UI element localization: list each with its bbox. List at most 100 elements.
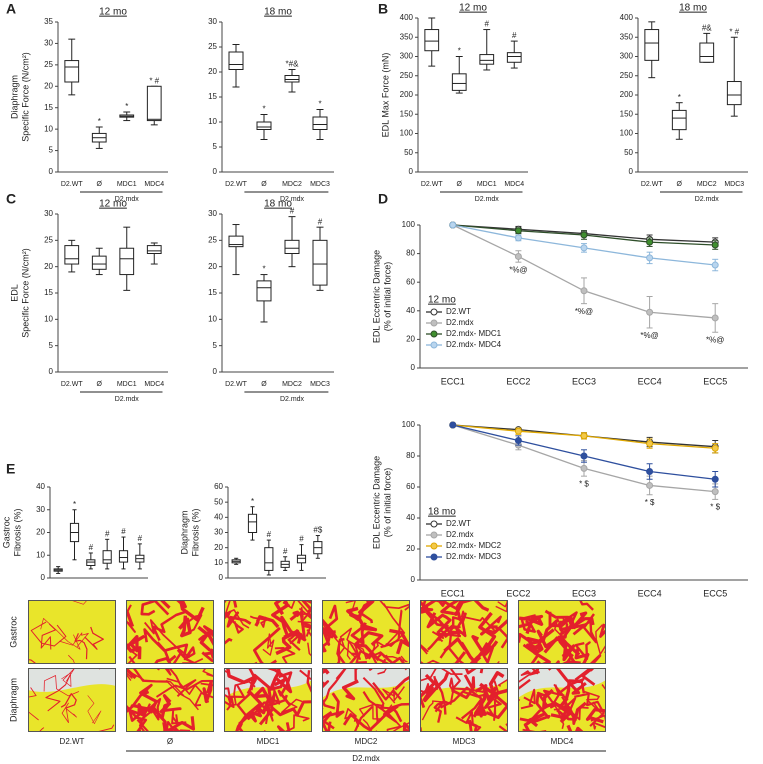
fibrosis	[275, 629, 300, 656]
y-axis-label: Gastroc	[1, 516, 11, 548]
y-tick-label: 60	[214, 482, 223, 491]
fibrosis	[478, 611, 497, 653]
annotation: #	[89, 543, 94, 552]
column-label: Ø	[167, 737, 173, 746]
annotation: *	[251, 497, 254, 506]
legend-label: D2.mdx- MDC2	[446, 541, 502, 550]
y-axis-label: (% of initial force)	[382, 262, 392, 332]
fibrosis	[87, 695, 102, 724]
y-axis-label: Fibrosis (%)	[190, 508, 200, 556]
fibrosis	[175, 600, 205, 622]
y-tick-label: 0	[409, 167, 414, 176]
group-label: D2.mdx	[280, 196, 305, 203]
column-label: MDC3	[453, 737, 476, 746]
histology-image	[420, 668, 508, 732]
fibrosis	[158, 702, 182, 714]
fibrosis	[495, 600, 508, 613]
annotation: * $	[645, 498, 655, 507]
fibrosis	[559, 679, 582, 708]
legend-label: D2.mdx- MDC3	[446, 552, 502, 561]
y-tick-label: 5	[213, 341, 218, 350]
fibrosis	[178, 615, 192, 638]
marker	[711, 488, 719, 496]
box	[118, 550, 129, 563]
annotation: *%@	[575, 307, 593, 316]
legend-label: D2.WT	[446, 519, 471, 528]
box	[284, 75, 300, 83]
y-tick-label: 80	[406, 451, 415, 460]
fibrosis	[536, 660, 581, 664]
fibrosis	[542, 688, 572, 724]
fibrosis	[379, 651, 406, 664]
fibrosis	[38, 727, 45, 732]
fibrosis	[61, 702, 77, 724]
fibrosis	[60, 693, 77, 709]
annotation: *	[318, 100, 321, 109]
annotation: * #	[149, 76, 159, 85]
y-tick-label: 0	[629, 167, 634, 176]
panel-label: B	[378, 1, 388, 17]
fibrosis	[493, 680, 500, 721]
y-tick-label: 5	[49, 341, 54, 350]
y-tick-label: 30	[214, 528, 223, 537]
fibrosis	[522, 728, 547, 732]
y-tick-label: 400	[400, 13, 414, 22]
fibrosis	[420, 668, 463, 682]
fibrosis	[377, 668, 407, 675]
fibrosis	[322, 604, 339, 633]
y-tick-label: 0	[49, 167, 54, 176]
y-tick-label: 200	[400, 90, 414, 99]
fibrosis	[574, 641, 591, 660]
box	[312, 116, 328, 130]
fibrosis	[141, 690, 158, 714]
y-tick-label: 10	[44, 124, 53, 133]
fibrosis	[421, 700, 448, 721]
fibrosis	[350, 622, 367, 645]
fibrosis	[224, 600, 250, 629]
fibrosis	[246, 668, 257, 695]
fibrosis	[544, 609, 587, 636]
fibrosis	[226, 668, 256, 691]
fibrosis	[420, 643, 429, 655]
y-tick-label: 0	[219, 573, 224, 582]
y-tick-label: 300	[400, 52, 414, 61]
fibrosis	[497, 678, 508, 687]
y-tick-label: 15	[44, 288, 53, 297]
y-tick-label: 30	[36, 505, 45, 514]
y-tick-label: 25	[44, 60, 53, 69]
legend-marker	[430, 330, 438, 338]
y-tick-label: 30	[44, 209, 53, 218]
fibrosis	[68, 654, 76, 664]
y-tick-label: 0	[41, 573, 46, 582]
x-tick-label: ECC2	[506, 376, 530, 386]
y-tick-label: 300	[620, 52, 634, 61]
marker	[449, 421, 457, 429]
fibrosis	[599, 623, 606, 638]
y-tick-label: 50	[404, 148, 413, 157]
legend-label: D2.mdx	[446, 530, 474, 539]
fibrosis	[307, 642, 312, 658]
y-tick-label: 0	[213, 367, 218, 376]
box	[146, 85, 162, 122]
marker	[646, 440, 654, 448]
fibrosis	[28, 687, 39, 721]
marker	[711, 444, 719, 452]
annotation: #	[121, 527, 126, 536]
y-tick-label: 25	[208, 235, 217, 244]
box	[228, 235, 244, 248]
fibrosis	[171, 708, 187, 725]
group-label: D2.mdx	[475, 196, 500, 203]
x-tick-label: MDC3	[724, 181, 744, 188]
row-label: Gastroc	[8, 616, 18, 648]
box	[296, 554, 307, 564]
marker	[711, 475, 719, 483]
x-tick-label: MDC3	[310, 381, 330, 388]
fibrosis	[518, 678, 531, 690]
fibrosis	[366, 631, 399, 658]
fibrosis	[322, 629, 334, 646]
annotation: *#&	[286, 60, 300, 69]
box	[228, 51, 244, 70]
box	[64, 60, 80, 83]
y-tick-label: 250	[620, 71, 634, 80]
group-label: D2.mdx	[280, 396, 305, 403]
